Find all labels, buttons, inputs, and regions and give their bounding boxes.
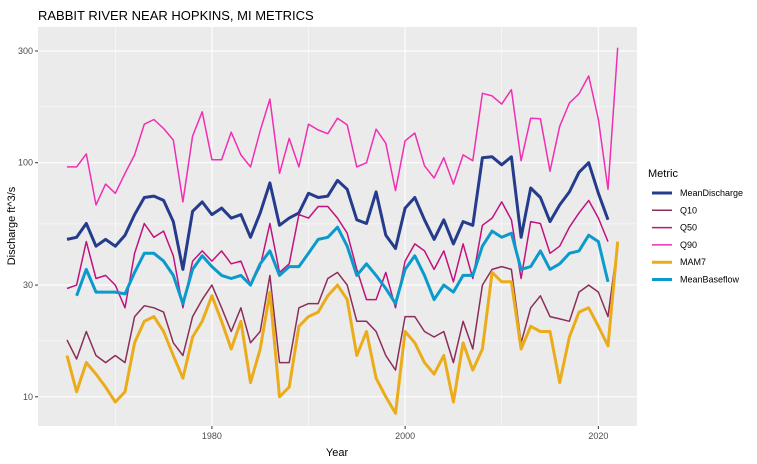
x-tick-label: 2000 <box>395 431 415 441</box>
chart-title: RABBIT RIVER NEAR HOPKINS, MI METRICS <box>38 8 314 23</box>
series-line-meanbaseflow <box>75 225 610 306</box>
series-line-meandischarge <box>66 155 610 271</box>
x-axis-title: Year <box>326 447 349 459</box>
legend-title: Metric <box>648 168 678 180</box>
y-tick-label: 300 <box>18 46 33 56</box>
legend-label-q90: Q90 <box>680 240 697 250</box>
y-tick-label: 100 <box>18 158 33 168</box>
y-axis: 10 30 100 300 <box>18 46 38 402</box>
legend: Metric MeanDischarge Q10 Q50 Q90 MAM7 MeanBas… <box>648 168 743 285</box>
x-tick-label: 2020 <box>588 431 608 441</box>
legend-items: MeanDischarge Q10 Q50 Q90 MAM7 MeanBaseflow <box>652 188 743 285</box>
y-tick-label: 30 <box>23 280 33 290</box>
series-line-mam7 <box>65 241 620 415</box>
x-tick-label: 1980 <box>202 431 222 441</box>
y-axis-title: Discharge ft^3/s <box>6 186 18 265</box>
legend-label-mam7: MAM7 <box>680 257 706 267</box>
legend-label-q50: Q50 <box>680 223 697 233</box>
series-line-q10 <box>66 243 619 371</box>
x-axis: 1980 2000 2020 <box>202 426 608 441</box>
series-line-q90 <box>67 47 619 206</box>
series-layer <box>65 47 620 415</box>
legend-label-meanbaseflow: MeanBaseflow <box>680 275 740 285</box>
y-tick-label: 10 <box>23 392 33 402</box>
minor-gridlines <box>38 27 637 426</box>
legend-label-q10: Q10 <box>680 205 697 215</box>
legend-label-meandischarge: MeanDischarge <box>680 188 743 198</box>
